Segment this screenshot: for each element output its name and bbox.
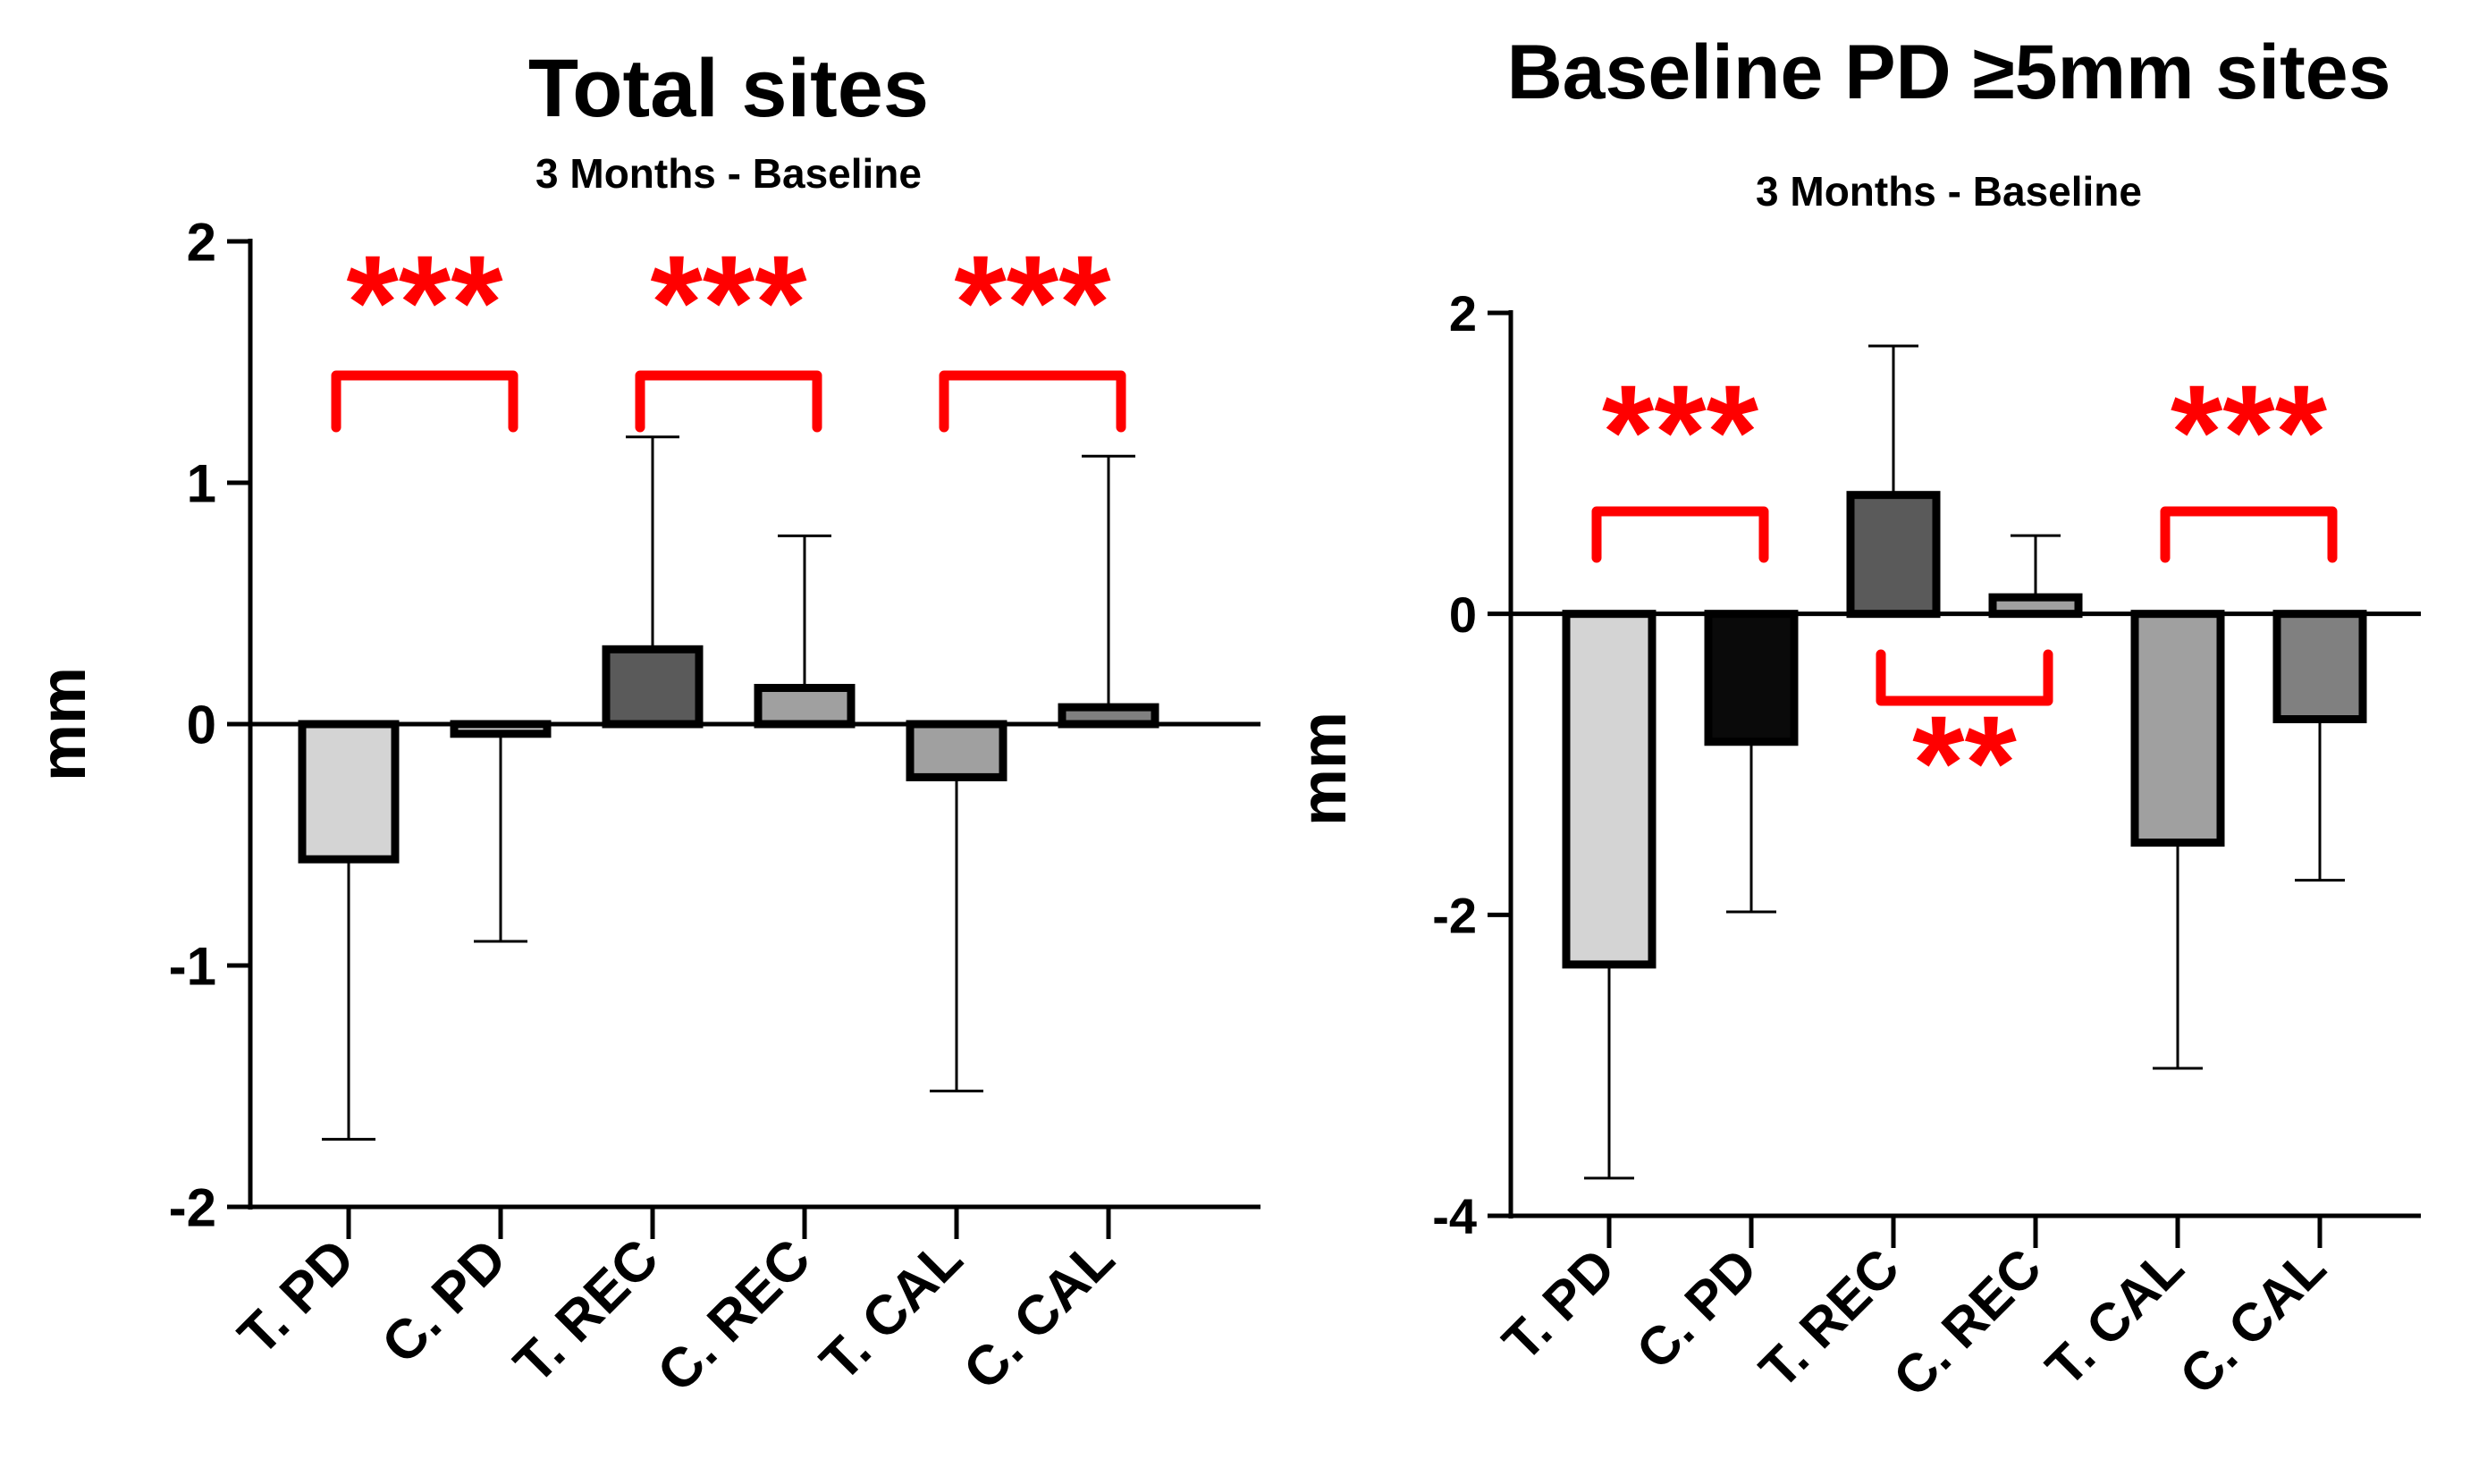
significance-label: *** [1602, 357, 1759, 507]
bar-c-cal [2272, 610, 2367, 724]
bar-t-cal [906, 720, 1007, 781]
x-tick-label: T. REC [1748, 1237, 1910, 1400]
x-tick-label: C. CAL [952, 1227, 1126, 1402]
bar-c-rec [754, 684, 856, 729]
bar-c-pd [1704, 610, 1799, 746]
significance-label: *** [2171, 357, 2328, 507]
significance-label: *** [650, 227, 807, 377]
bar-t-cal [2130, 610, 2225, 847]
chart-subtitle: 3 Months - Baseline [1756, 168, 2142, 215]
bar-t-pd [1562, 610, 1657, 969]
significance-bracket [939, 370, 1126, 433]
x-tick-label: T. PD [1491, 1237, 1626, 1372]
y-tick-label: -4 [1432, 1188, 1477, 1244]
bar-c-rec [1988, 593, 2083, 619]
x-tick-label: T. CAL [809, 1227, 974, 1393]
bar-c-cal [1058, 703, 1159, 729]
significance-bracket [2160, 506, 2338, 563]
y-tick-label: 2 [1449, 285, 1477, 341]
chart-title: Total sites [528, 43, 929, 134]
significance-label: *** [346, 227, 503, 377]
significance-bracket [1876, 649, 2053, 706]
bar-t-rec [602, 645, 704, 729]
x-tick-label: C. REC [646, 1227, 822, 1404]
y-tick-label: -1 [169, 937, 216, 997]
chart-subtitle: 3 Months - Baseline [535, 150, 922, 197]
significance-bracket [331, 370, 518, 433]
y-tick-label: -2 [169, 1178, 216, 1238]
chart-title: Baseline PD ≥5mm sites [1507, 30, 2391, 115]
x-tick-label: C. PD [370, 1227, 518, 1376]
y-tick-label: 1 [187, 454, 216, 514]
y-axis-label: mm [28, 667, 99, 781]
significance-label: *** [954, 227, 1111, 377]
chart-panel-2: Baseline PD ≥5mm sites 3 Months - Baselin… [1288, 30, 2421, 1408]
y-tick-label: 2 [187, 213, 216, 273]
x-tick-label: C. REC [1882, 1237, 2053, 1408]
y-axis-label: mm [1288, 712, 1360, 826]
x-tick-label: C. PD [1625, 1237, 1769, 1381]
significance-bracket [635, 370, 822, 433]
x-tick-label: T. REC [502, 1227, 670, 1395]
y-tick-label: 0 [1449, 586, 1477, 643]
significance-bracket [1591, 506, 1769, 563]
x-tick-label: C. CAL [2168, 1237, 2337, 1406]
bar-t-rec [1846, 491, 1941, 619]
y-tick-label: -2 [1432, 887, 1477, 943]
x-tick-label: T. CAL [2035, 1237, 2195, 1397]
significance-label: ** [1912, 687, 2017, 838]
bar-t-pd [298, 720, 400, 864]
x-tick-label: T. PD [227, 1227, 367, 1367]
y-tick-label: 0 [187, 696, 216, 755]
